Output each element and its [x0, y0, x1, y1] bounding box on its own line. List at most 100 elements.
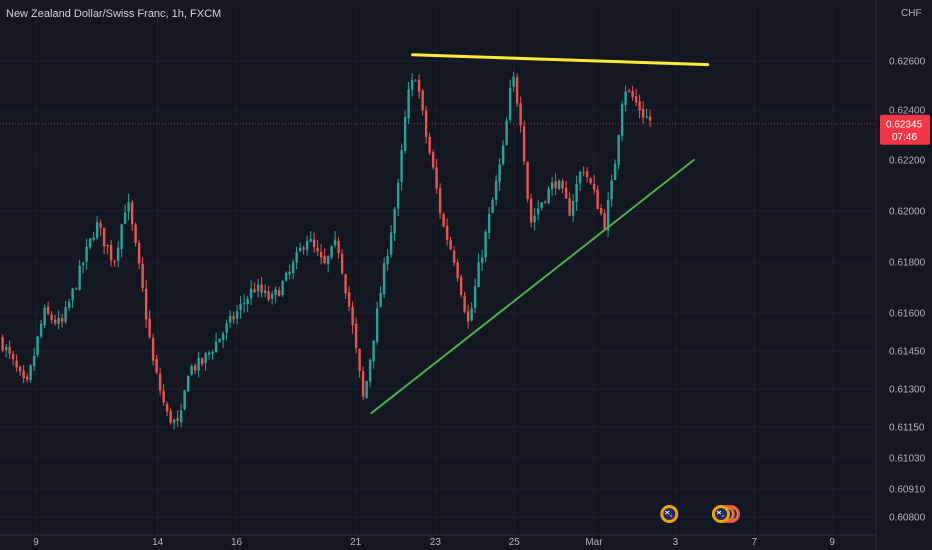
y-tick-label: 0.61800 — [889, 258, 926, 269]
trendlines[interactable] — [370, 53, 710, 415]
candle — [386, 249, 389, 271]
support-trendline[interactable] — [370, 159, 695, 415]
candle — [144, 279, 148, 329]
candle — [634, 88, 638, 107]
candle — [267, 286, 270, 302]
candle — [120, 223, 123, 258]
candle — [515, 73, 519, 108]
x-tick-label: Mar — [585, 537, 603, 548]
event-marker[interactable] — [660, 505, 679, 523]
candle — [347, 285, 351, 312]
candle — [256, 278, 260, 298]
resistance-trendline[interactable] — [411, 53, 710, 67]
candle — [624, 85, 627, 112]
y-axis[interactable]: 0.62600 0.62400 0.62200 0.62000 0.61800 0.616… — [875, 0, 930, 550]
candle — [389, 225, 393, 258]
candle — [330, 245, 333, 260]
candle — [589, 176, 592, 185]
x-tick-label: 16 — [231, 537, 243, 548]
candle — [50, 311, 53, 324]
candle — [372, 340, 375, 369]
candle — [473, 278, 477, 314]
event-markers[interactable] — [660, 505, 740, 523]
candle — [620, 101, 624, 142]
candle — [1, 334, 4, 353]
candle — [305, 235, 309, 256]
candle — [494, 175, 498, 206]
candles — [1, 71, 652, 430]
candle — [284, 271, 288, 282]
candle — [613, 159, 617, 181]
y-tick-label: 0.62400 — [889, 106, 926, 117]
candle — [312, 232, 316, 253]
candle — [137, 239, 141, 269]
candle — [291, 259, 295, 280]
candle — [134, 222, 137, 247]
x-tick-label: 7 — [751, 537, 757, 548]
candle — [36, 336, 39, 358]
candle — [400, 143, 403, 191]
bar-countdown: 07:46 — [892, 132, 917, 143]
candle — [151, 333, 155, 366]
x-tick-label: 3 — [673, 537, 679, 548]
candle — [197, 351, 200, 378]
candle — [435, 158, 438, 194]
candle — [480, 249, 484, 271]
candle — [295, 246, 298, 270]
candle — [246, 295, 249, 312]
candle — [354, 317, 358, 354]
y-tick-label: 0.60910 — [889, 485, 926, 496]
candle — [333, 231, 337, 248]
x-tick-label: 9 — [829, 537, 835, 548]
candle — [39, 320, 43, 339]
candle — [648, 109, 652, 128]
candle — [564, 180, 568, 199]
candle — [410, 73, 414, 97]
candle — [459, 274, 463, 298]
candle — [123, 204, 127, 225]
candle — [557, 179, 561, 190]
candle — [582, 166, 585, 177]
candle — [242, 294, 246, 313]
candle — [190, 364, 193, 376]
candle — [547, 186, 550, 205]
candle — [512, 71, 515, 92]
candle — [396, 178, 400, 217]
candle — [92, 232, 95, 242]
candle — [204, 352, 207, 371]
event-marker[interactable] — [711, 505, 740, 523]
x-tick-label: 14 — [152, 537, 164, 548]
candle — [533, 207, 536, 231]
candle — [207, 350, 211, 360]
candle — [428, 132, 431, 156]
candle — [578, 170, 582, 192]
candle — [18, 365, 22, 376]
candle — [113, 259, 116, 267]
candle — [575, 175, 578, 211]
candle — [228, 309, 232, 328]
candle — [417, 74, 421, 100]
candle — [550, 176, 554, 196]
y-tick-label: 0.61300 — [889, 385, 926, 396]
candle — [74, 287, 78, 290]
candle — [99, 219, 102, 236]
candle — [8, 340, 11, 359]
candle — [67, 298, 71, 311]
y-tick-label: 0.61150 — [889, 423, 925, 434]
candle — [176, 410, 179, 427]
x-axis[interactable]: 9 14 16 21 23 25 Mar 3 7 9 — [0, 534, 876, 548]
candle — [645, 108, 648, 119]
candle — [172, 418, 176, 430]
candle — [127, 193, 130, 221]
candle — [487, 206, 491, 239]
candle — [130, 200, 134, 231]
candle — [302, 245, 305, 255]
y-tick-label: 0.62200 — [889, 156, 926, 167]
candle — [193, 363, 197, 375]
candle — [603, 209, 606, 230]
y-tick-label: 0.61030 — [889, 454, 926, 465]
candle — [543, 200, 547, 205]
